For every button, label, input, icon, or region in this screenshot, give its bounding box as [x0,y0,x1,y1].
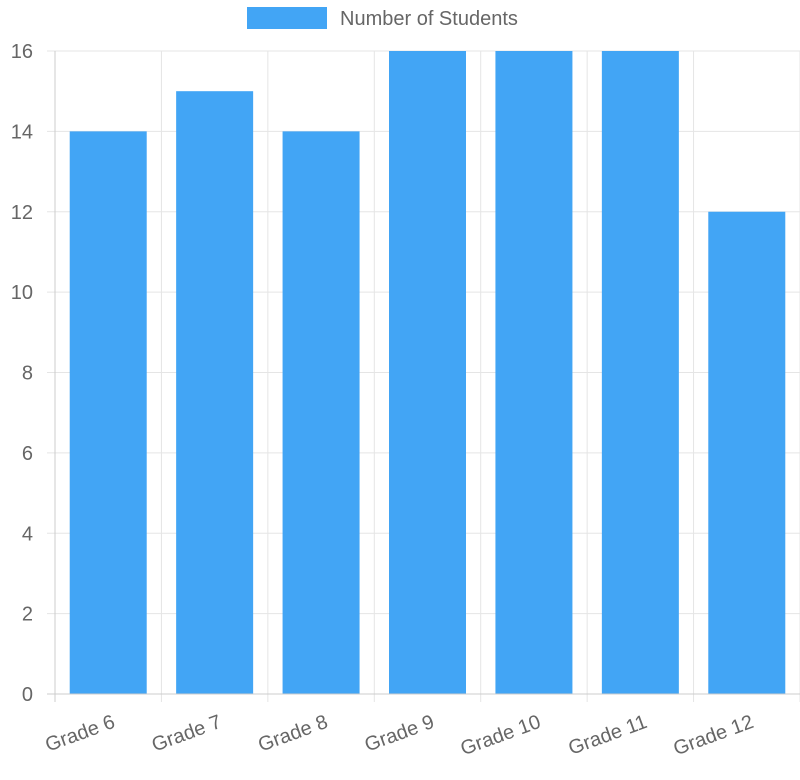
bar-grade-10[interactable] [495,51,573,694]
y-tick-label: 0 [22,684,33,706]
y-tick-label: 8 [22,363,33,385]
x-tick-labels: Grade 6 Grade 7 Grade 8 Grade 9 Grade 10 Grad… [42,711,756,760]
x-tick-label: Grade 10 [458,711,544,760]
bar-grade-12[interactable] [708,211,786,694]
y-tick-label: 4 [22,523,33,545]
x-tick-label: Grade 11 [566,711,650,760]
legend[interactable]: Number of Students [247,7,518,30]
bar-grade-11[interactable] [601,51,679,694]
bar-grade-7[interactable] [176,91,254,694]
bar-grade-8[interactable] [282,131,360,694]
y-tick-label: 6 [22,443,33,465]
axes [54,51,800,695]
x-tick-label: Grade 12 [671,711,757,760]
y-tick-label: 16 [11,41,33,63]
x-tick-label: Grade 7 [149,711,224,756]
bars [69,51,786,694]
bar-grade-9[interactable] [389,51,466,694]
y-tick-labels: 0 2 4 6 8 10 12 14 16 [11,41,33,706]
legend-swatch[interactable] [247,7,327,29]
x-tick-label: Grade 9 [362,711,437,756]
y-tick-label: 14 [11,121,33,143]
bar-grade-6[interactable] [69,131,147,694]
y-tick-label: 2 [22,604,33,626]
y-tick-label: 10 [11,282,33,304]
legend-label[interactable]: Number of Students [340,8,518,30]
x-tick-label: Grade 6 [42,711,117,756]
y-tick-label: 12 [11,202,33,224]
x-tick-label: Grade 8 [255,711,330,756]
